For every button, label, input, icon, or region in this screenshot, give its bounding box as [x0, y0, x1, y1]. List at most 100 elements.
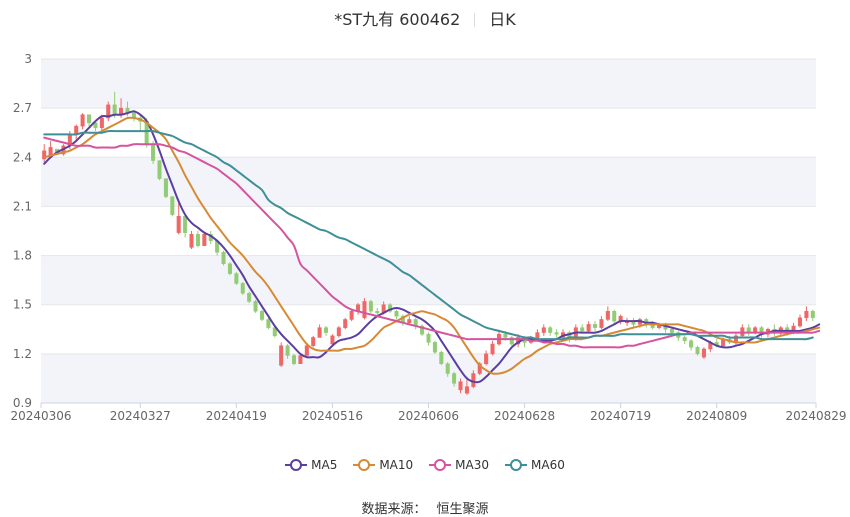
- title-separator: [474, 13, 476, 27]
- candle-body: [490, 343, 495, 355]
- candle: [157, 160, 162, 181]
- legend-label: MA30: [455, 458, 490, 472]
- candle-body: [240, 283, 245, 294]
- y-tick-label: 1.8: [13, 249, 32, 263]
- candle-body: [336, 327, 341, 337]
- candle: [80, 113, 85, 130]
- candle-body: [343, 319, 348, 328]
- candle-body: [291, 355, 297, 364]
- candle-body: [541, 327, 546, 333]
- candle: [682, 335, 687, 345]
- candle-body: [362, 301, 367, 319]
- candle: [279, 342, 284, 367]
- y-axis-ticks: 0.9 1.2 1.5 1.8 2.1 2.4 2.7 3: [13, 52, 32, 410]
- candle: [554, 329, 559, 338]
- candle: [349, 309, 354, 322]
- series-line-ma5: [43, 110, 821, 384]
- moving-average-lines: [43, 110, 821, 384]
- candle: [797, 314, 802, 328]
- candle-body: [599, 319, 604, 328]
- candle-body: [202, 234, 207, 246]
- candles: [42, 91, 815, 395]
- candle-body: [80, 114, 85, 127]
- candle: [259, 309, 264, 322]
- legend-item-ma60[interactable]: MA60: [505, 458, 565, 472]
- legend-item-ma10[interactable]: MA10: [353, 458, 413, 472]
- candle: [746, 324, 751, 336]
- legend-swatch: [285, 459, 308, 471]
- candle-body: [176, 216, 181, 233]
- candle: [599, 316, 604, 330]
- legend-label: MA5: [311, 458, 338, 472]
- candle: [541, 324, 546, 336]
- candle-body: [304, 345, 309, 356]
- series-line-ma10: [43, 116, 821, 375]
- candle-body: [279, 345, 284, 366]
- series-line-ma30: [43, 136, 821, 349]
- grid-lines: [41, 58, 816, 404]
- x-tick-label: 20240809: [686, 409, 747, 423]
- candle: [426, 332, 431, 346]
- candle: [48, 140, 53, 156]
- data-source: 数据来源： 恒生聚源: [0, 498, 850, 517]
- candle: [618, 314, 623, 325]
- candle-body: [689, 340, 694, 348]
- candle-body: [227, 263, 232, 274]
- candle-body: [682, 337, 687, 342]
- candle: [170, 196, 175, 217]
- legend: MA5 MA10 MA30 MA60: [0, 458, 850, 472]
- candle: [740, 324, 745, 338]
- candle: [298, 353, 303, 364]
- source-label: 数据来源：: [361, 502, 427, 517]
- candle-body: [163, 178, 168, 197]
- candle-body: [151, 143, 156, 161]
- legend-item-ma30[interactable]: MA30: [429, 458, 489, 472]
- candle-body: [87, 114, 92, 124]
- candle: [247, 291, 252, 304]
- candle-body: [324, 327, 329, 333]
- candle: [362, 298, 367, 320]
- candle-body: [195, 234, 200, 246]
- candle: [93, 121, 98, 132]
- candle-body: [593, 324, 598, 328]
- candle: [612, 309, 617, 325]
- candle: [388, 303, 393, 313]
- candle: [804, 306, 809, 322]
- candle: [176, 199, 181, 235]
- candle-body: [464, 386, 469, 394]
- grid-band: [41, 255, 816, 305]
- candle: [676, 330, 681, 341]
- legend-swatch: [353, 459, 376, 471]
- candle-body: [253, 301, 258, 312]
- candle: [317, 324, 322, 338]
- x-tick-label: 20240327: [110, 409, 171, 423]
- candle-body: [452, 373, 457, 384]
- candle-body: [170, 196, 175, 215]
- candle-body: [548, 327, 553, 333]
- candle-body: [804, 311, 809, 319]
- candle: [330, 334, 335, 346]
- chart-title: *ST九有 600462 日K: [0, 6, 850, 30]
- y-tick-label: 1.2: [13, 347, 32, 361]
- candle-body: [317, 327, 322, 338]
- candle: [593, 321, 598, 331]
- candle: [689, 339, 694, 351]
- legend-swatch: [505, 459, 528, 471]
- candle-body: [394, 311, 399, 317]
- y-tick-label: 2.4: [13, 150, 32, 164]
- candle-body: [221, 252, 226, 265]
- background-bands: [41, 59, 816, 403]
- legend-item-ma5[interactable]: MA5: [285, 458, 337, 472]
- candle-body: [106, 104, 111, 119]
- legend-swatch: [429, 459, 452, 471]
- candle-body: [580, 327, 585, 332]
- candle: [189, 231, 194, 250]
- candle-body: [368, 301, 373, 312]
- candle: [311, 335, 316, 348]
- candle: [227, 262, 232, 276]
- candle-body: [247, 292, 252, 302]
- series-line-ma60: [43, 129, 814, 341]
- candle: [471, 370, 476, 389]
- candle-body: [311, 337, 316, 346]
- candle-body: [439, 351, 444, 364]
